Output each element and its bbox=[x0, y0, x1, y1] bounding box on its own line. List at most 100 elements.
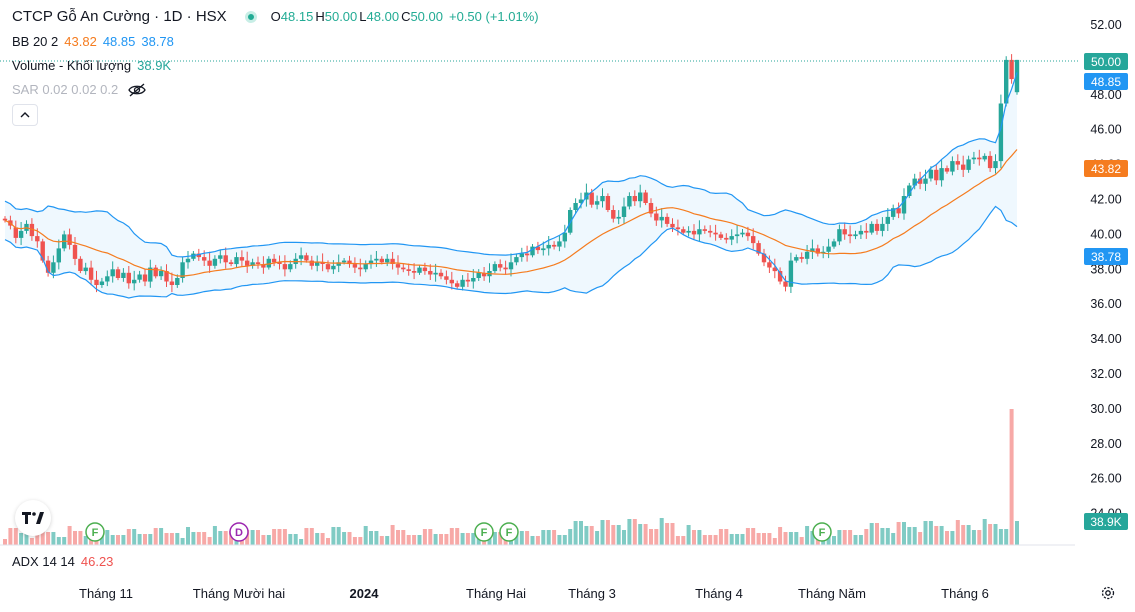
volume-bar bbox=[912, 527, 917, 545]
volume-bar bbox=[713, 535, 718, 545]
candle-body bbox=[896, 208, 901, 214]
x-tick-label: Tháng 11 bbox=[79, 586, 133, 601]
y-tick-label: 26.00 bbox=[1090, 472, 1121, 486]
volume-bar bbox=[971, 530, 976, 545]
volume-bar bbox=[137, 534, 142, 545]
candle-body bbox=[99, 281, 105, 285]
candle-body bbox=[304, 255, 309, 261]
candle-body bbox=[422, 267, 428, 272]
candle-body bbox=[514, 257, 519, 263]
adx-label: ADX 14 14 bbox=[12, 554, 75, 569]
volume-bar bbox=[272, 529, 277, 545]
candle-body bbox=[573, 203, 578, 210]
candle-body bbox=[158, 271, 164, 277]
candle-body bbox=[519, 253, 524, 258]
x-tick-label: Tháng Mười hai bbox=[193, 586, 285, 601]
volume-bar bbox=[697, 530, 702, 545]
candle-body bbox=[2, 218, 8, 221]
candle-body bbox=[853, 234, 858, 237]
candle-body bbox=[401, 267, 406, 270]
candle-body bbox=[331, 265, 336, 270]
volume-bar bbox=[519, 531, 524, 545]
x-tick-label: Tháng 4 bbox=[695, 586, 743, 601]
volume-bar bbox=[880, 528, 885, 545]
volume-bar bbox=[535, 536, 540, 545]
chart-legend-header: CTCP Gỗ An Cường · 1D · HSX O 48.15 H 50.0… bbox=[12, 8, 539, 25]
volume-bar bbox=[767, 533, 772, 545]
bb-lower-badge: 38.78 bbox=[1084, 248, 1128, 265]
volume-bar bbox=[256, 530, 260, 545]
volume-bar bbox=[589, 526, 594, 545]
candle-body bbox=[218, 255, 223, 259]
volume-bar bbox=[869, 523, 874, 545]
candle-body bbox=[675, 227, 681, 230]
candle-body bbox=[772, 267, 777, 272]
volume-bar bbox=[336, 527, 341, 545]
bb-legend[interactable]: BB 20 2 43.82 48.85 38.78 bbox=[12, 34, 180, 49]
bb-upper-badge: 48.85 bbox=[1084, 73, 1128, 90]
gear-icon[interactable] bbox=[1100, 585, 1116, 601]
volume-bar bbox=[783, 532, 788, 545]
volume-bar bbox=[848, 530, 853, 545]
volume-bar bbox=[864, 529, 869, 545]
volume-bar bbox=[605, 520, 610, 545]
adx-legend[interactable]: ADX 14 14 46.23 bbox=[12, 554, 119, 569]
candle-body bbox=[261, 264, 266, 268]
volume-bar bbox=[250, 530, 255, 545]
candle-body bbox=[83, 267, 88, 272]
volume-bar bbox=[8, 528, 13, 545]
volume-bar bbox=[186, 527, 190, 545]
event-marker-label: F bbox=[819, 527, 826, 539]
candle-body bbox=[869, 223, 874, 233]
volume-bar bbox=[632, 519, 637, 545]
ohlc-low-value: 48.00 bbox=[366, 9, 400, 24]
candle-body bbox=[982, 155, 987, 160]
volume-bar bbox=[982, 519, 987, 545]
volume-bar bbox=[73, 531, 77, 545]
volume-bar bbox=[735, 534, 740, 545]
candle-body bbox=[45, 260, 51, 273]
volume-bar bbox=[573, 521, 578, 545]
volume-bar bbox=[525, 531, 530, 545]
candle-body bbox=[508, 262, 514, 270]
volume-bar bbox=[105, 530, 110, 545]
candle-body bbox=[67, 234, 72, 245]
y-tick-label: 32.00 bbox=[1090, 367, 1121, 381]
volume-bar bbox=[675, 536, 680, 545]
candle-body bbox=[993, 161, 998, 169]
sar-legend[interactable]: SAR 0.02 0.02 0.2 bbox=[12, 82, 147, 97]
volume-bar bbox=[546, 530, 551, 545]
candle-body bbox=[718, 234, 724, 238]
event-marker bbox=[474, 522, 494, 542]
candle-body bbox=[767, 262, 772, 268]
volume-bar bbox=[3, 539, 7, 545]
volume-bar bbox=[998, 529, 1003, 545]
volume-bar bbox=[832, 536, 836, 545]
bb-lower-line bbox=[4, 205, 1018, 299]
candle-body bbox=[449, 279, 454, 284]
volume-bar bbox=[638, 524, 643, 545]
volume-bar bbox=[891, 533, 896, 545]
volume-legend[interactable]: Volume - Khối lượng 38.9K bbox=[12, 58, 177, 73]
x-tick-label: Tháng 6 bbox=[941, 586, 989, 601]
candle-body bbox=[880, 223, 885, 231]
candle-body bbox=[325, 264, 331, 270]
volume-bar bbox=[751, 528, 756, 545]
tradingview-logo[interactable] bbox=[15, 500, 51, 536]
eye-hidden-icon[interactable] bbox=[128, 83, 147, 97]
candle-body bbox=[202, 257, 207, 261]
volume-bar bbox=[745, 528, 750, 545]
candle-body bbox=[142, 274, 148, 282]
candle-body bbox=[411, 271, 417, 273]
volume-bar bbox=[299, 539, 304, 545]
candle-body bbox=[874, 223, 880, 231]
volume-bar bbox=[772, 538, 777, 545]
candle-body bbox=[288, 264, 293, 270]
candle-body bbox=[481, 272, 487, 277]
volume-bar bbox=[46, 532, 51, 545]
candle-body bbox=[1009, 59, 1014, 80]
collapse-legend-button[interactable] bbox=[12, 104, 38, 126]
ohlc-close-value: 50.00 bbox=[410, 9, 443, 24]
candle-body bbox=[277, 262, 282, 264]
